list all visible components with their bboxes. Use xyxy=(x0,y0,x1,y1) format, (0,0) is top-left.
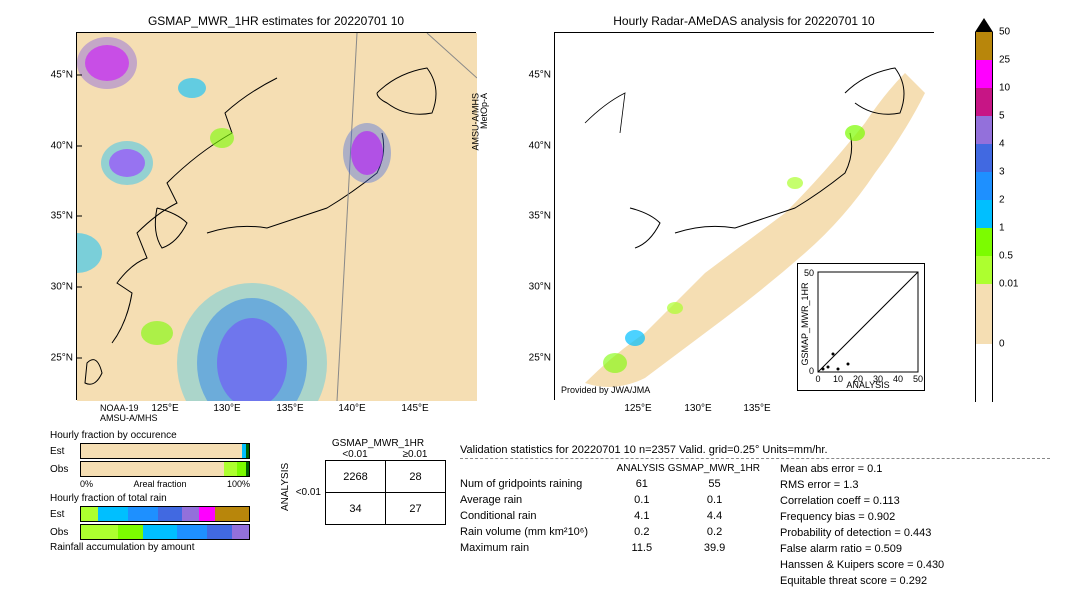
obs-bar-1: Obs xyxy=(50,461,250,477)
lat-tick: 35°N xyxy=(529,211,551,222)
contingency-cell: 28 xyxy=(386,461,446,493)
lon-tick: 135°E xyxy=(743,403,770,414)
colorbar-tick: 50 xyxy=(999,27,1010,38)
colorbar-tick: 0.01 xyxy=(999,279,1018,290)
xaxis-left: 0% xyxy=(80,479,93,489)
metric-row: False alarm ratio = 0.509 xyxy=(780,543,1040,555)
lat-tick: 45°N xyxy=(51,70,73,81)
stats-header: Validation statistics for 20220701 10 n=… xyxy=(460,444,1050,456)
obs-label: Obs xyxy=(50,464,80,475)
obs-label: Obs xyxy=(50,527,80,538)
left-satellite-label: NOAA-19 xyxy=(100,403,139,413)
right-map-title: Hourly Radar-AMeDAS analysis for 2022070… xyxy=(554,14,934,28)
left-sensor-label: AMSU-A/MHS xyxy=(100,413,158,423)
row-header-1: <0.01 xyxy=(295,487,325,498)
est-bar-2: Est xyxy=(50,506,250,522)
stat-row: Rain volume (mm km²10⁶)0.20.2 xyxy=(460,526,760,538)
divider xyxy=(460,458,1050,459)
colorbar-tick: 5 xyxy=(999,111,1005,122)
metric-row: Mean abs error = 0.1 xyxy=(780,463,1040,475)
svg-text:0: 0 xyxy=(815,374,820,384)
est-label: Est xyxy=(50,509,80,520)
colorbar: 502510543210.50.010 xyxy=(975,32,993,402)
contingency-top-label: GSMAP_MWR_1HR xyxy=(310,438,446,449)
left-map-title: GSMAP_MWR_1HR estimates for 20220701 10 xyxy=(76,14,476,28)
inset-scatter: ANALYSIS GSMAP_MWR_1HR 0 50 50 0 10 20 3… xyxy=(797,263,925,391)
stats-col1-header: ANALYSIS xyxy=(614,463,668,474)
lat-tick: 30°N xyxy=(529,282,551,293)
col-header-1: <0.01 xyxy=(325,449,385,460)
colorbar-tick: 2 xyxy=(999,195,1005,206)
lon-tick: 145°E xyxy=(401,403,428,414)
lat-tick: 30°N xyxy=(51,282,73,293)
right-map-panel: 25°N 30°N 35°N 40°N 45°N 125°E 130°E 135… xyxy=(554,32,934,400)
svg-text:30: 30 xyxy=(873,374,883,384)
stats-col2-header: GSMAP_MWR_1HR xyxy=(668,463,760,474)
svg-text:40: 40 xyxy=(893,374,903,384)
lon-tick: 140°E xyxy=(338,403,365,414)
colorbar-arrow xyxy=(975,18,993,32)
stat-row: Num of gridpoints raining6155 xyxy=(460,478,760,490)
colorbar-tick: 10 xyxy=(999,83,1010,94)
metric-row: RMS error = 1.3 xyxy=(780,479,1040,491)
swath-sensor-label: AMSU-A/MHS xyxy=(471,93,481,151)
stat-row: Maximum rain11.539.9 xyxy=(460,542,760,554)
lon-tick: 125°E xyxy=(624,403,651,414)
svg-text:20: 20 xyxy=(853,374,863,384)
lon-tick: 130°E xyxy=(213,403,240,414)
svg-text:GSMAP_MWR_1HR: GSMAP_MWR_1HR xyxy=(800,282,810,366)
contingency-cell: 27 xyxy=(386,493,446,525)
lat-tick: 25°N xyxy=(529,353,551,364)
svg-text:50: 50 xyxy=(804,268,814,278)
lat-tick: 25°N xyxy=(51,353,73,364)
contingency-side-label: ANALYSIS xyxy=(280,449,291,525)
colorbar-tick: 25 xyxy=(999,55,1010,66)
lat-tick: 40°N xyxy=(51,141,73,152)
lon-tick: 135°E xyxy=(276,403,303,414)
metric-row: Correlation coeff = 0.113 xyxy=(780,495,1040,507)
svg-text:0: 0 xyxy=(809,366,814,376)
xaxis-mid: Areal fraction xyxy=(133,479,186,489)
stat-row: Conditional rain4.14.4 xyxy=(460,510,760,522)
contingency-cell: 34 xyxy=(326,493,386,525)
obs-bar-2: Obs xyxy=(50,524,250,540)
stats-block: Validation statistics for 20220701 10 n=… xyxy=(460,444,1050,591)
colorbar-tick: 0 xyxy=(999,339,1005,350)
est-label: Est xyxy=(50,446,80,457)
metric-row: Equitable threat score = 0.292 xyxy=(780,575,1040,587)
provider-label: Provided by JWA/JMA xyxy=(561,385,650,395)
metric-row: Frequency bias = 0.902 xyxy=(780,511,1040,523)
fraction-title-1: Hourly fraction by occurence xyxy=(50,430,250,441)
contingency-cell: 2268 xyxy=(326,461,386,493)
lat-tick: 40°N xyxy=(529,141,551,152)
svg-text:10: 10 xyxy=(833,374,843,384)
colorbar-tick: 1 xyxy=(999,223,1005,234)
colorbar-tick: 0.5 xyxy=(999,251,1013,262)
svg-text:50: 50 xyxy=(913,374,923,384)
contingency-table: GSMAP_MWR_1HR ANALYSIS <0.01 ≥0.01 <0.01… xyxy=(280,438,446,525)
lat-tick: 35°N xyxy=(51,211,73,222)
lon-tick: 130°E xyxy=(684,403,711,414)
xaxis-right: 100% xyxy=(227,479,250,489)
lat-tick: 45°N xyxy=(529,70,551,81)
left-map-svg xyxy=(77,33,477,401)
stat-row: Average rain0.10.1 xyxy=(460,494,760,506)
left-map-panel: 25°N 30°N 35°N 40°N 45°N 125°E 130°E 135… xyxy=(76,32,476,400)
fraction-panel: Hourly fraction by occurence Est Obs 0% … xyxy=(50,430,250,555)
colorbar-tick: 4 xyxy=(999,139,1005,150)
est-bar-1: Est xyxy=(50,443,250,459)
fraction-title-3: Rainfall accumulation by amount xyxy=(50,542,250,553)
colorbar-tick: 3 xyxy=(999,167,1005,178)
metric-row: Probability of detection = 0.443 xyxy=(780,527,1040,539)
fraction-title-2: Hourly fraction of total rain xyxy=(50,493,250,504)
metric-row: Hanssen & Kuipers score = 0.430 xyxy=(780,559,1040,571)
col-header-2: ≥0.01 xyxy=(385,449,445,460)
